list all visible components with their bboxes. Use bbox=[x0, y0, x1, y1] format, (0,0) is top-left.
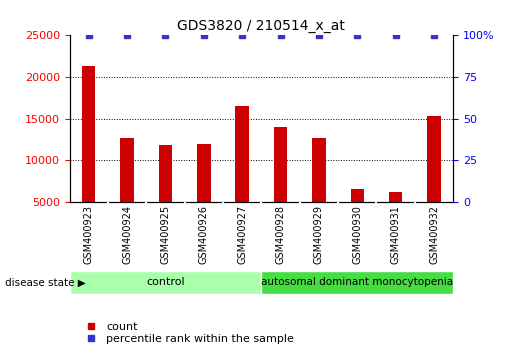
Bar bbox=[427, 116, 441, 244]
Text: GSM400929: GSM400929 bbox=[314, 205, 324, 264]
Bar bbox=[312, 138, 325, 244]
Text: GSM400925: GSM400925 bbox=[161, 205, 170, 264]
Bar bbox=[274, 127, 287, 244]
Text: control: control bbox=[146, 277, 185, 287]
Legend: count, percentile rank within the sample: count, percentile rank within the sample bbox=[75, 317, 299, 348]
Text: autosomal dominant monocytopenia: autosomal dominant monocytopenia bbox=[261, 277, 453, 287]
Text: GSM400928: GSM400928 bbox=[276, 205, 285, 264]
Bar bbox=[235, 106, 249, 244]
Text: GSM400927: GSM400927 bbox=[237, 205, 247, 264]
Bar bbox=[197, 144, 211, 244]
Text: GSM400923: GSM400923 bbox=[84, 205, 94, 264]
Text: GSM400930: GSM400930 bbox=[352, 205, 362, 264]
Bar bbox=[389, 192, 402, 244]
Bar bbox=[70, 271, 261, 294]
Title: GDS3820 / 210514_x_at: GDS3820 / 210514_x_at bbox=[178, 19, 345, 33]
Bar bbox=[261, 271, 453, 294]
Text: GSM400926: GSM400926 bbox=[199, 205, 209, 264]
Text: GSM400932: GSM400932 bbox=[429, 205, 439, 264]
Text: GSM400924: GSM400924 bbox=[122, 205, 132, 264]
Text: disease state ▶: disease state ▶ bbox=[5, 277, 86, 287]
Bar bbox=[159, 145, 172, 244]
Bar bbox=[351, 189, 364, 244]
Text: GSM400931: GSM400931 bbox=[391, 205, 401, 264]
Bar bbox=[121, 138, 134, 244]
Bar bbox=[82, 66, 95, 244]
